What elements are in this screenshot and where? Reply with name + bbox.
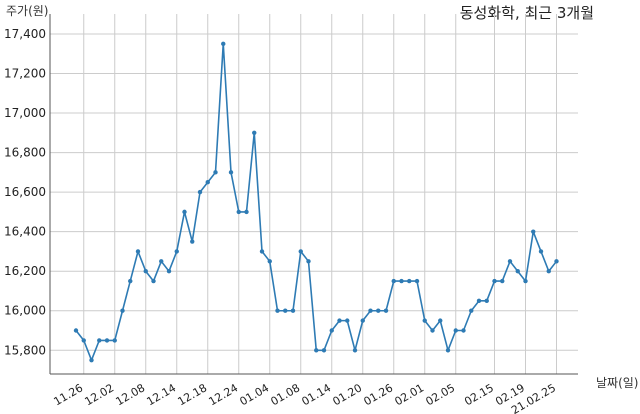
data-point [546, 268, 551, 274]
data-point [197, 189, 203, 195]
data-point [407, 278, 412, 284]
data-point [314, 348, 319, 353]
data-point [531, 229, 536, 234]
data-point [554, 259, 559, 264]
data-point [391, 278, 396, 284]
x-tick-label: 12.24 [206, 381, 240, 408]
data-point [244, 209, 249, 215]
x-tick-label: 01.04 [237, 381, 271, 408]
y-axis-label: 주가(원) [6, 4, 49, 18]
data-point [523, 278, 528, 284]
x-tick-label: 12.08 [113, 381, 147, 408]
data-point [252, 130, 257, 136]
data-point [321, 348, 327, 353]
x-tick-label: 12.02 [82, 381, 116, 408]
x-tick-label: 02.15 [462, 381, 496, 408]
data-point [104, 338, 110, 343]
x-tick-label: 12.14 [144, 381, 178, 408]
data-point [73, 328, 79, 333]
x-tick-label: 01.14 [299, 381, 333, 408]
data-point [422, 318, 427, 323]
data-point [228, 170, 234, 175]
data-point [376, 308, 381, 313]
data-point [190, 239, 195, 244]
data-point [97, 338, 102, 343]
y-tick-label: 16,000 [4, 304, 46, 318]
data-point [166, 268, 172, 274]
data-point [213, 170, 218, 175]
x-tick-label: 02.01 [392, 381, 426, 408]
data-point [329, 328, 334, 333]
data-point [128, 278, 133, 284]
data-point [267, 259, 272, 264]
y-tick-label: 16,600 [4, 185, 46, 199]
data-point [283, 308, 288, 313]
data-point [492, 278, 497, 284]
data-point [453, 328, 458, 333]
x-tick-label: 12.18 [175, 381, 209, 408]
data-point [345, 318, 350, 323]
x-tick-label: 01.08 [268, 381, 302, 408]
data-point [81, 338, 86, 343]
x-tick-label: 01.26 [361, 381, 395, 408]
x-tick-label: 11.26 [51, 381, 85, 408]
y-tick-label: 17,000 [4, 106, 46, 120]
data-point [368, 308, 373, 313]
y-tick-label: 15,800 [4, 343, 46, 357]
data-point [469, 308, 474, 313]
y-tick-label: 17,400 [4, 27, 46, 41]
data-point [290, 308, 296, 313]
data-point [383, 308, 389, 313]
data-point [159, 259, 164, 264]
data-point [515, 268, 520, 274]
data-point [337, 318, 342, 323]
data-point [182, 209, 187, 215]
data-point [205, 180, 210, 185]
data-point [399, 278, 404, 284]
data-point [500, 278, 505, 284]
data-point [236, 209, 241, 215]
y-tick-label: 17,200 [4, 66, 46, 80]
y-tick-label: 16,200 [4, 264, 46, 278]
data-point [360, 318, 365, 323]
data-point [259, 249, 265, 254]
data-point [484, 298, 489, 304]
data-point [352, 348, 358, 353]
data-point [430, 328, 435, 333]
data-point [476, 298, 482, 304]
data-point [174, 249, 179, 254]
data-point [461, 328, 466, 333]
data-point [438, 318, 443, 323]
y-tick-label: 16,400 [4, 225, 46, 239]
price-line [75, 43, 558, 361]
data-point [143, 268, 148, 274]
data-point [275, 308, 280, 313]
x-tick-label: 02.05 [423, 381, 457, 408]
data-point [112, 338, 117, 343]
chart-title: 동성화학, 최근 3개월 [459, 4, 594, 22]
data-point [306, 259, 311, 264]
x-tick-label: 01.20 [330, 381, 364, 408]
y-tick-label: 16,800 [4, 146, 46, 160]
data-point [135, 249, 141, 254]
x-axis-label: 날짜(일) [596, 376, 639, 390]
data-point [538, 249, 544, 254]
data-point [151, 278, 156, 284]
data-point [89, 357, 94, 363]
data-point [507, 259, 513, 264]
data-point [445, 348, 451, 353]
data-point [120, 308, 125, 313]
data-point [221, 41, 226, 47]
data-point [414, 278, 420, 284]
data-point [298, 249, 303, 254]
